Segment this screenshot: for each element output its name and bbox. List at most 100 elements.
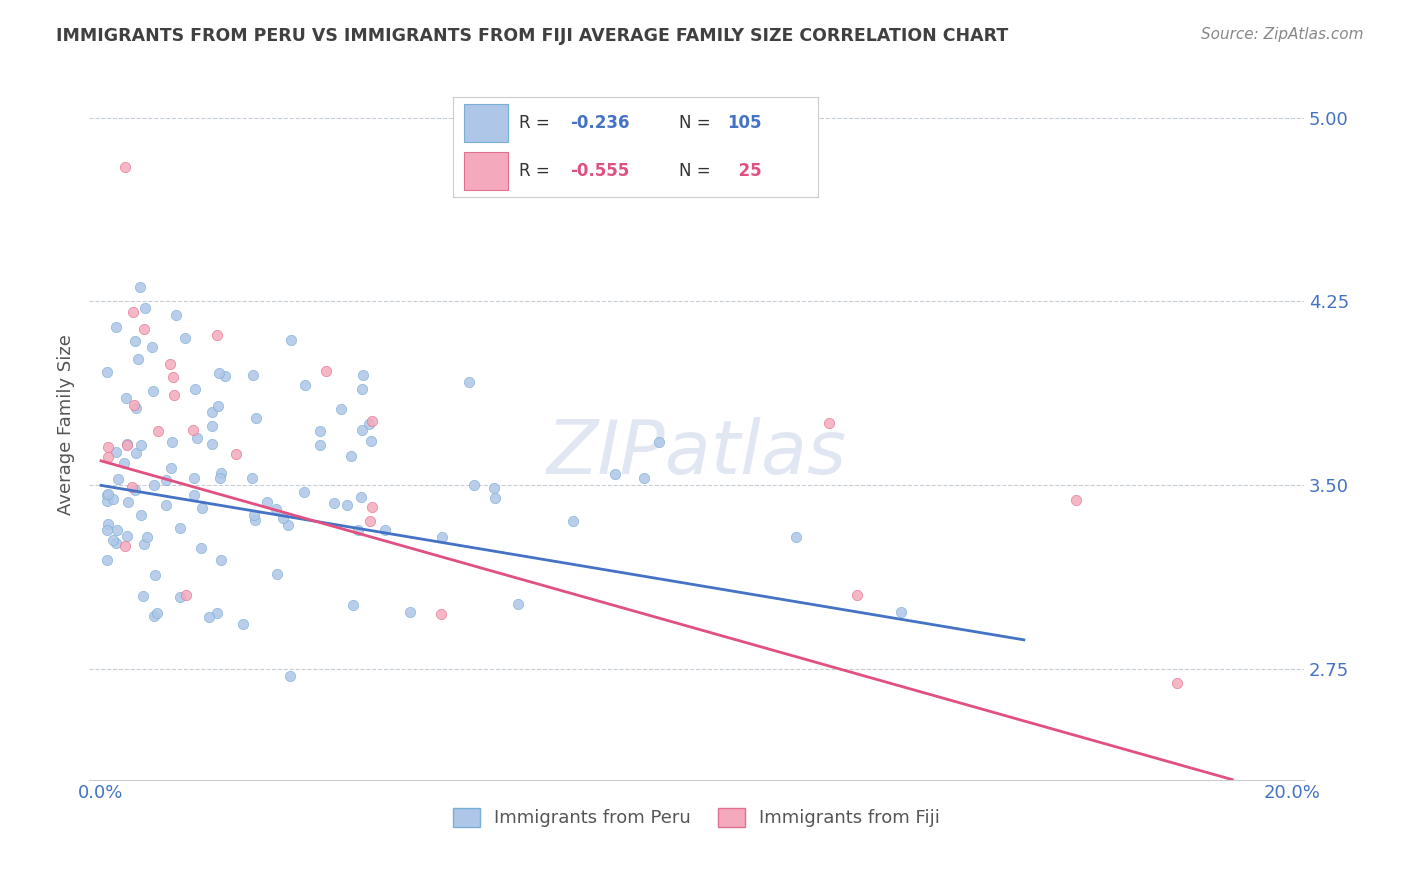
Legend: Immigrants from Peru, Immigrants from Fiji: Immigrants from Peru, Immigrants from Fi… xyxy=(446,801,948,835)
Point xyxy=(207,606,229,620)
Point xyxy=(105,535,128,549)
Point xyxy=(142,478,165,492)
Point xyxy=(96,523,118,537)
Point xyxy=(374,523,396,537)
Point xyxy=(97,487,120,501)
Point xyxy=(207,366,229,380)
Point xyxy=(183,471,205,485)
Point xyxy=(603,467,626,481)
Point xyxy=(155,473,177,487)
Point xyxy=(242,368,264,383)
Point xyxy=(463,478,485,492)
Point xyxy=(361,414,384,428)
Point xyxy=(399,605,422,619)
Point xyxy=(225,447,247,461)
Point xyxy=(1166,675,1188,690)
Point xyxy=(104,320,127,334)
Point xyxy=(359,514,381,528)
Point xyxy=(209,467,232,481)
Point xyxy=(155,499,177,513)
Point xyxy=(243,513,266,527)
Point xyxy=(122,398,145,412)
Point xyxy=(184,382,207,396)
Point xyxy=(633,471,655,485)
Point xyxy=(271,511,294,525)
Point xyxy=(350,490,373,504)
Point xyxy=(169,521,191,535)
Point xyxy=(207,399,229,413)
Point xyxy=(162,370,184,384)
Point xyxy=(96,494,118,508)
Point xyxy=(359,417,381,431)
Point xyxy=(181,423,204,437)
Point xyxy=(160,461,183,475)
Point xyxy=(96,553,118,567)
Point xyxy=(97,440,120,454)
Point xyxy=(818,416,841,430)
Point xyxy=(846,588,869,602)
Point xyxy=(330,401,353,416)
Point xyxy=(360,500,382,514)
Point xyxy=(484,481,506,495)
Point xyxy=(160,434,183,449)
Point xyxy=(134,301,156,315)
Point xyxy=(131,589,153,603)
Point xyxy=(117,528,139,542)
Point xyxy=(142,609,165,624)
Point xyxy=(350,382,373,396)
Point xyxy=(336,499,359,513)
Point xyxy=(292,485,315,500)
Point xyxy=(114,160,136,174)
Point xyxy=(117,495,139,509)
Point xyxy=(121,480,143,494)
Point xyxy=(280,334,302,348)
Point xyxy=(163,388,186,402)
Point xyxy=(142,384,165,398)
Point xyxy=(648,434,671,449)
Point xyxy=(96,488,118,502)
Point xyxy=(97,516,120,531)
Point xyxy=(205,327,228,342)
Point xyxy=(360,434,382,448)
Point xyxy=(240,471,263,485)
Point xyxy=(561,515,583,529)
Point xyxy=(103,492,125,507)
Point xyxy=(143,567,166,582)
Point xyxy=(209,553,232,567)
Point xyxy=(308,424,330,438)
Text: Source: ZipAtlas.com: Source: ZipAtlas.com xyxy=(1201,27,1364,42)
Point xyxy=(277,518,299,533)
Point xyxy=(165,308,187,322)
Point xyxy=(256,495,278,509)
Point xyxy=(347,523,370,537)
Point xyxy=(190,541,212,556)
Point xyxy=(124,334,146,348)
Point xyxy=(183,488,205,502)
Point xyxy=(245,411,267,425)
Point xyxy=(278,669,301,683)
Point xyxy=(315,364,337,378)
Point xyxy=(114,391,136,405)
Point xyxy=(134,322,156,336)
Point xyxy=(124,483,146,497)
Point xyxy=(96,365,118,379)
Text: IMMIGRANTS FROM PERU VS IMMIGRANTS FROM FIJI AVERAGE FAMILY SIZE CORRELATION CHA: IMMIGRANTS FROM PERU VS IMMIGRANTS FROM … xyxy=(56,27,1008,45)
Point xyxy=(201,419,224,434)
Point xyxy=(429,607,451,622)
Point xyxy=(112,456,135,470)
Point xyxy=(135,530,157,544)
Point xyxy=(176,588,198,602)
Point xyxy=(146,606,169,620)
Point xyxy=(174,331,197,345)
Point xyxy=(430,530,453,544)
Point xyxy=(159,357,181,371)
Point xyxy=(96,450,118,464)
Point xyxy=(506,598,529,612)
Text: ZIPatlas: ZIPatlas xyxy=(547,417,846,489)
Point xyxy=(129,508,152,523)
Point xyxy=(308,437,330,451)
Point xyxy=(101,533,124,548)
Point xyxy=(134,537,156,551)
Point xyxy=(352,423,374,437)
Point xyxy=(129,280,152,294)
